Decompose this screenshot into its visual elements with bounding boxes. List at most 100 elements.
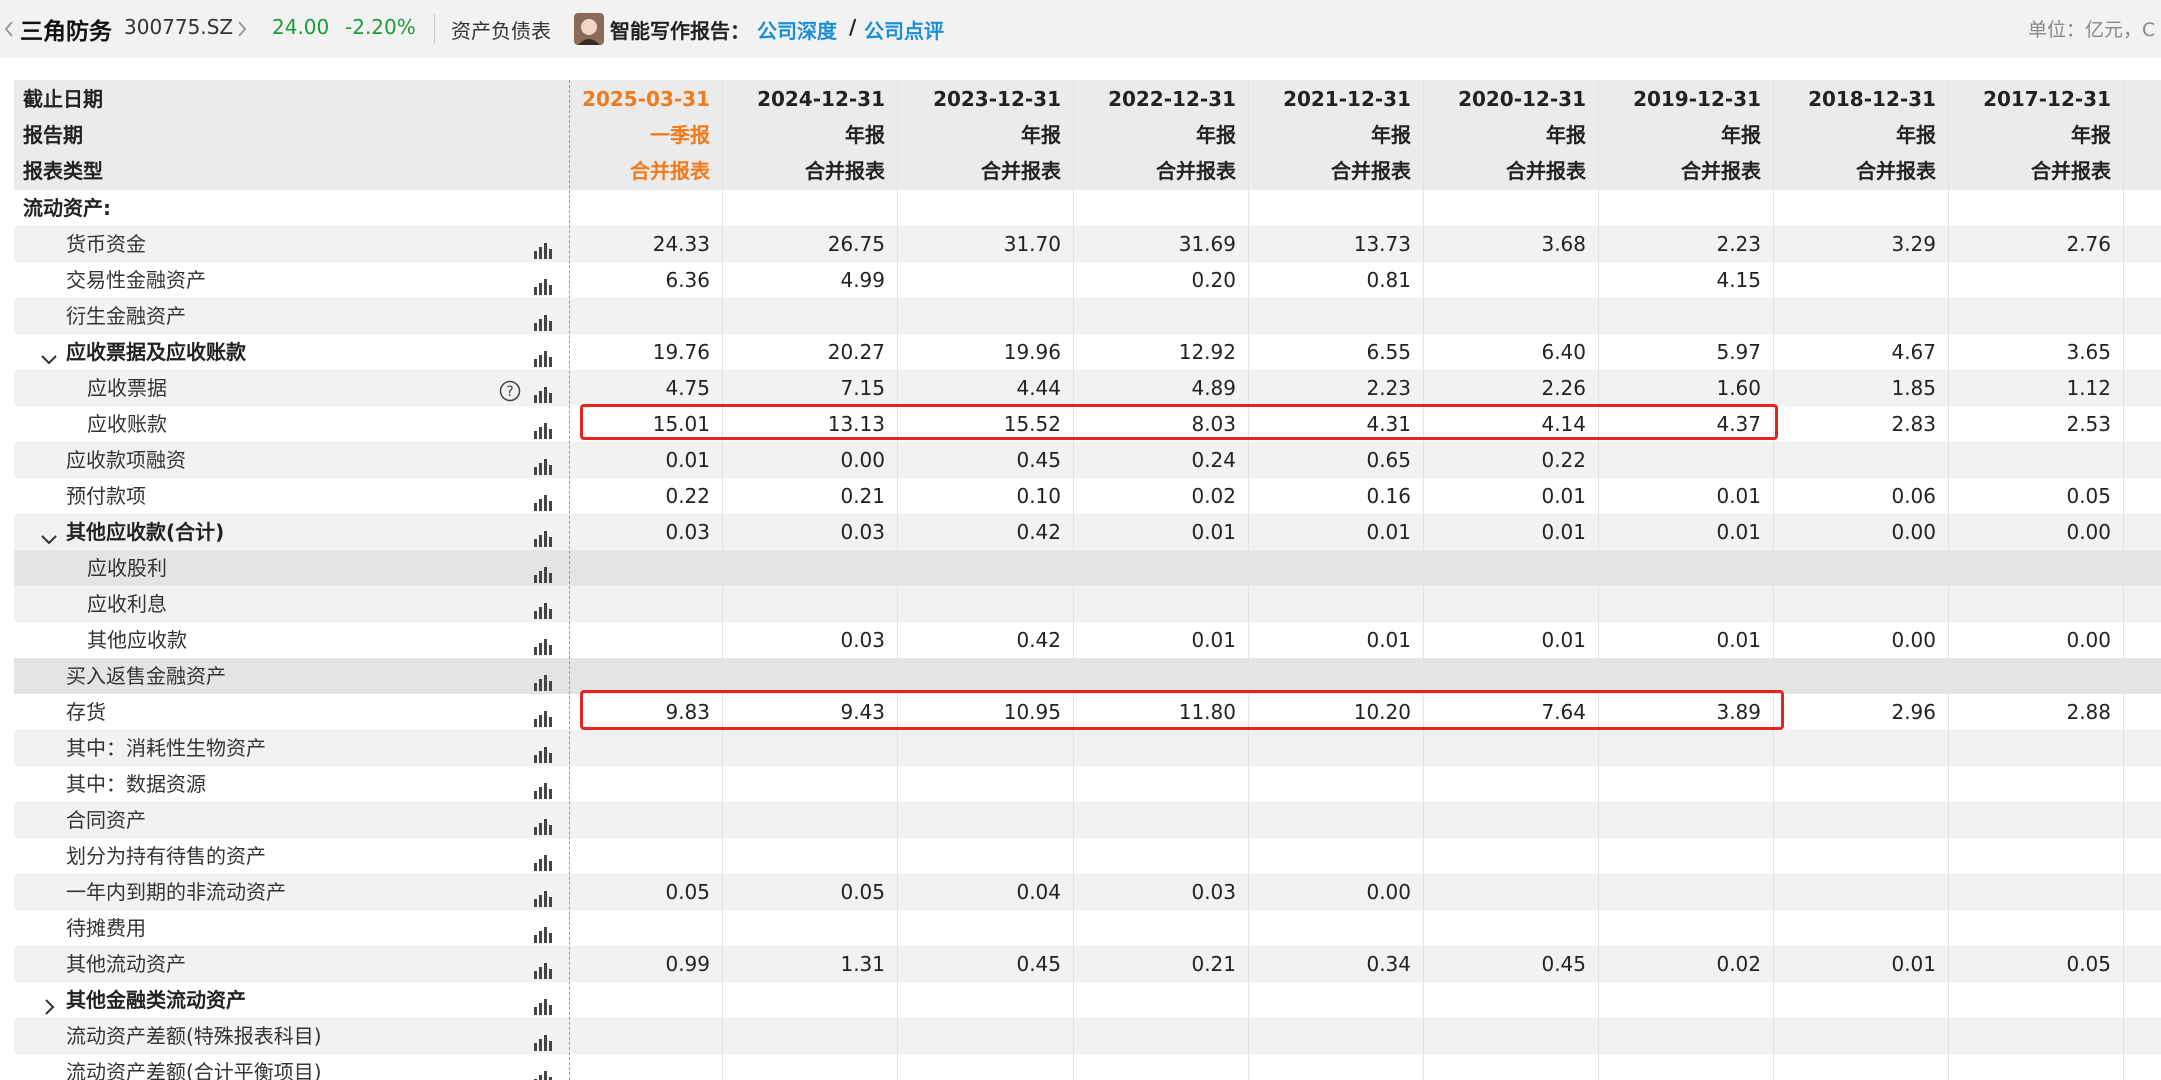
value: 0.00 (2066, 520, 2111, 544)
chart-icon[interactable] (532, 955, 552, 979)
expand-arrow[interactable] (40, 343, 58, 365)
row-bg (14, 910, 2161, 946)
value: 4.14 (1541, 412, 1586, 436)
value: 12.92 (1178, 340, 1236, 364)
value: 31.69 (1178, 232, 1236, 256)
change: -2.20% (345, 15, 416, 39)
value: 0.99 (665, 952, 710, 976)
section-label: 流动资产: (23, 196, 111, 220)
value: 1.12 (2066, 376, 2111, 400)
expand-arrow[interactable] (40, 523, 58, 545)
header-bg (14, 80, 2161, 190)
value: 1.31 (840, 952, 885, 976)
chart-icon[interactable] (532, 451, 552, 475)
row-bg (14, 1054, 2161, 1080)
value: 0.01 (1716, 628, 1761, 652)
chart-icon[interactable] (532, 1027, 552, 1051)
column-header: 年报 (2071, 123, 2111, 147)
row-label: 划分为持有待售的资产 (66, 844, 266, 868)
chart-icon[interactable] (532, 847, 552, 871)
value: 8.03 (1191, 412, 1236, 436)
value: 4.37 (1716, 412, 1761, 436)
value: 0.42 (1016, 628, 1061, 652)
value: 0.01 (1541, 484, 1586, 508)
column-header: 一季报 (650, 123, 710, 147)
value: 0.00 (840, 448, 885, 472)
chart-icon[interactable] (532, 271, 552, 295)
value: 0.01 (1541, 628, 1586, 652)
value: 20.27 (827, 340, 885, 364)
row-label: 流动资产差额(特殊报表科目) (66, 1024, 322, 1048)
chart-icon[interactable] (532, 1063, 552, 1080)
value: 0.02 (1716, 952, 1761, 976)
value: 0.34 (1366, 952, 1411, 976)
value: 0.45 (1016, 448, 1061, 472)
link[interactable]: 公司点评 (864, 19, 944, 43)
chart-icon[interactable] (532, 991, 552, 1015)
next-arrow[interactable] (237, 20, 247, 38)
column-line (1948, 80, 1949, 1080)
column-header: 合并报表 (981, 159, 1061, 183)
value: 2.23 (1366, 376, 1411, 400)
row-label: 一年内到期的非流动资产 (66, 880, 286, 904)
column-header: 2020-12-31 (1458, 87, 1586, 111)
link[interactable]: 公司深度 (757, 19, 837, 43)
chart-icon[interactable] (532, 379, 552, 403)
chart-icon[interactable] (532, 559, 552, 583)
expand-arrow[interactable] (40, 991, 58, 1015)
chart-icon[interactable] (532, 811, 552, 835)
chart-icon[interactable] (532, 343, 552, 367)
column-header: 合并报表 (2031, 159, 2111, 183)
chart-icon[interactable] (532, 415, 552, 439)
statement: 资产负债表 (451, 19, 551, 43)
chart-icon[interactable] (532, 523, 552, 547)
row-label: 其他流动资产 (66, 952, 186, 976)
row-label: 其他应收款 (87, 628, 187, 652)
column-header: 合并报表 (1856, 159, 1936, 183)
value: 0.01 (1366, 628, 1411, 652)
row-bg (14, 370, 2161, 406)
value: 0.03 (665, 520, 710, 544)
chart-icon[interactable] (532, 775, 552, 799)
value: 0.00 (2066, 628, 2111, 652)
value: 0.00 (1891, 520, 1936, 544)
row-label: 其他金融类流动资产 (66, 988, 246, 1012)
chart-icon[interactable] (532, 307, 552, 331)
chart-icon[interactable] (532, 667, 552, 691)
chart-icon[interactable] (532, 235, 552, 259)
column-header: 年报 (1896, 123, 1936, 147)
row-label: 其中：消耗性生物资产 (66, 736, 266, 760)
column-header: 2017-12-31 (1983, 87, 2111, 111)
column-line (1073, 80, 1074, 1080)
help-icon[interactable]: ? (499, 377, 521, 402)
row-label: 其中：数据资源 (66, 772, 206, 796)
unit: 单位：亿元，C (2028, 19, 2156, 41)
column-header: 合并报表 (1681, 159, 1761, 183)
chart-icon[interactable] (532, 631, 552, 655)
value: 13.73 (1353, 232, 1411, 256)
row-bg (14, 658, 2161, 694)
column-header: 2025-03-31 (582, 87, 710, 111)
value: 0.01 (1191, 628, 1236, 652)
chart-icon[interactable] (532, 487, 552, 511)
header-label: 截止日期 (23, 87, 103, 111)
column-line (1423, 80, 1424, 1080)
chart-icon[interactable] (532, 739, 552, 763)
row-label: 衍生金融资产 (66, 304, 186, 328)
column-line (1773, 80, 1774, 1080)
value: 0.16 (1366, 484, 1411, 508)
chart-icon[interactable] (532, 703, 552, 727)
value: 0.01 (1716, 484, 1761, 508)
value: 0.01 (665, 448, 710, 472)
value: 3.68 (1541, 232, 1586, 256)
back-arrow[interactable] (4, 20, 14, 38)
chart-icon[interactable] (532, 883, 552, 907)
row-label: 应收账款 (87, 412, 167, 436)
chart-icon[interactable] (532, 919, 552, 943)
value: 31.70 (1003, 232, 1061, 256)
value: 0.03 (840, 520, 885, 544)
chart-icon[interactable] (532, 595, 552, 619)
column-line (569, 80, 570, 1080)
value: 0.24 (1191, 448, 1236, 472)
